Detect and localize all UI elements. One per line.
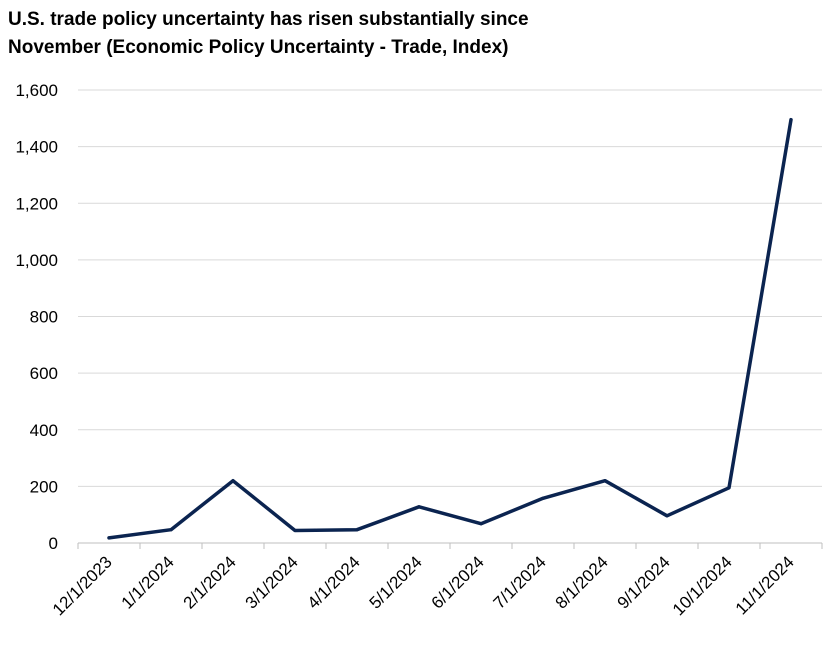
chart-title-line-1: U.S. trade policy uncertainty has risen … bbox=[8, 9, 529, 30]
x-tick-label: 1/1/2024 bbox=[118, 552, 178, 612]
y-tick-label: 1,000 bbox=[15, 251, 58, 270]
y-tick-label: 400 bbox=[30, 421, 58, 440]
data-point bbox=[355, 528, 359, 532]
series-line bbox=[107, 117, 793, 540]
data-point bbox=[479, 522, 483, 526]
x-tick-label: 9/1/2024 bbox=[614, 552, 674, 612]
data-point bbox=[169, 528, 173, 532]
y-tick-label: 800 bbox=[30, 308, 58, 327]
data-point bbox=[417, 505, 421, 509]
y-tick-label: 1,600 bbox=[15, 81, 58, 100]
data-point bbox=[541, 496, 545, 500]
y-tick-label: 200 bbox=[30, 477, 58, 496]
data-point bbox=[727, 486, 731, 490]
y-tick-label: 1,400 bbox=[15, 138, 58, 157]
x-tick-label: 5/1/2024 bbox=[366, 552, 426, 612]
chart-title-line-2: November (Economic Policy Uncertainty - … bbox=[8, 37, 509, 58]
x-tick-label: 6/1/2024 bbox=[428, 552, 488, 612]
y-tick-label: 600 bbox=[30, 364, 58, 383]
data-point bbox=[293, 529, 297, 533]
data-point bbox=[107, 536, 111, 540]
data-point bbox=[665, 514, 669, 518]
x-tick-label: 3/1/2024 bbox=[242, 552, 302, 612]
x-tick-label: 4/1/2024 bbox=[304, 552, 364, 612]
y-axis: 0 200 400 600 800 1,000 1,200 1,400 1,600 bbox=[15, 81, 58, 553]
y-tick-label: 1,200 bbox=[15, 194, 58, 213]
x-tick-label: 10/1/2024 bbox=[669, 552, 736, 619]
x-tick-label: 8/1/2024 bbox=[552, 552, 612, 612]
data-point bbox=[231, 479, 235, 483]
x-tick-label: 2/1/2024 bbox=[180, 552, 240, 612]
x-tick-label: 11/1/2024 bbox=[732, 552, 798, 618]
data-point bbox=[603, 479, 607, 483]
gridlines bbox=[78, 89, 822, 487]
x-axis: 12/1/2023 1/1/2024 2/1/2024 3/1/2024 4/1/202… bbox=[49, 542, 823, 619]
data-point bbox=[789, 118, 793, 122]
x-tick-label: 12/1/2023 bbox=[49, 552, 116, 619]
series-group bbox=[107, 117, 793, 540]
chart-title: U.S. trade policy uncertainty has risen … bbox=[8, 6, 828, 62]
x-tick-label: 7/1/2024 bbox=[490, 552, 550, 612]
y-tick-label: 0 bbox=[49, 534, 58, 553]
